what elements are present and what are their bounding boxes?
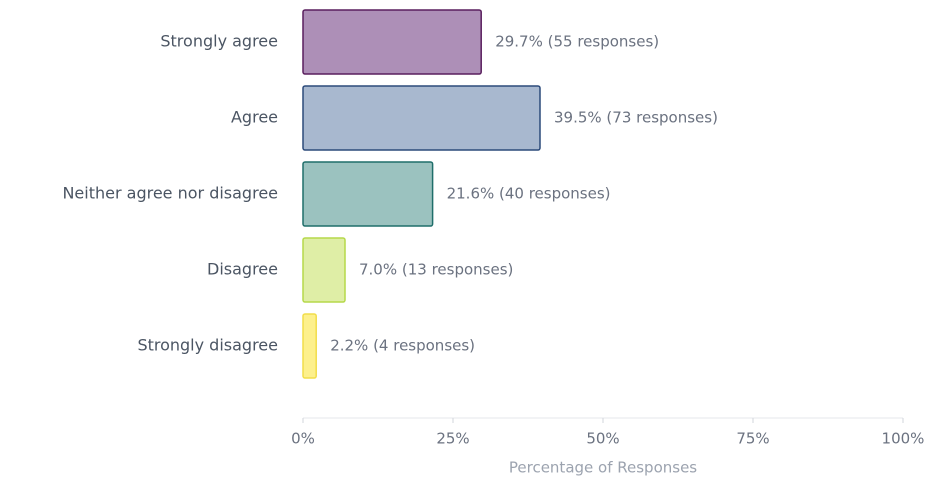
category-label: Disagree (207, 260, 278, 279)
x-axis-label: Percentage of Responses (509, 459, 697, 477)
x-tick-label: 75% (736, 430, 769, 448)
x-tick-label: 100% (882, 430, 925, 448)
value-label: 29.7% (55 responses) (495, 33, 659, 51)
value-label: 2.2% (4 responses) (330, 337, 475, 355)
category-label: Strongly agree (160, 32, 278, 51)
bar (302, 85, 541, 151)
x-tick-label: 0% (291, 430, 315, 448)
category-label: Neither agree nor disagree (62, 184, 278, 203)
x-tick-label: 25% (436, 430, 469, 448)
bar (302, 313, 317, 379)
x-tick-label: 50% (586, 430, 619, 448)
bar (302, 161, 434, 227)
value-label: 7.0% (13 responses) (359, 261, 513, 279)
category-label: Agree (231, 108, 278, 127)
bar (302, 237, 346, 303)
value-label: 39.5% (73 responses) (554, 109, 718, 127)
category-label: Strongly disagree (137, 336, 278, 355)
bar (302, 9, 482, 75)
value-label: 21.6% (40 responses) (447, 185, 611, 203)
